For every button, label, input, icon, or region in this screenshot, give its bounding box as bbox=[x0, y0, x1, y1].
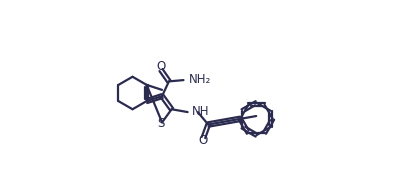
Text: S: S bbox=[158, 117, 165, 130]
Text: O: O bbox=[156, 60, 166, 73]
Text: NH: NH bbox=[192, 105, 210, 118]
Text: NH₂: NH₂ bbox=[189, 73, 211, 86]
Text: O: O bbox=[199, 134, 208, 147]
